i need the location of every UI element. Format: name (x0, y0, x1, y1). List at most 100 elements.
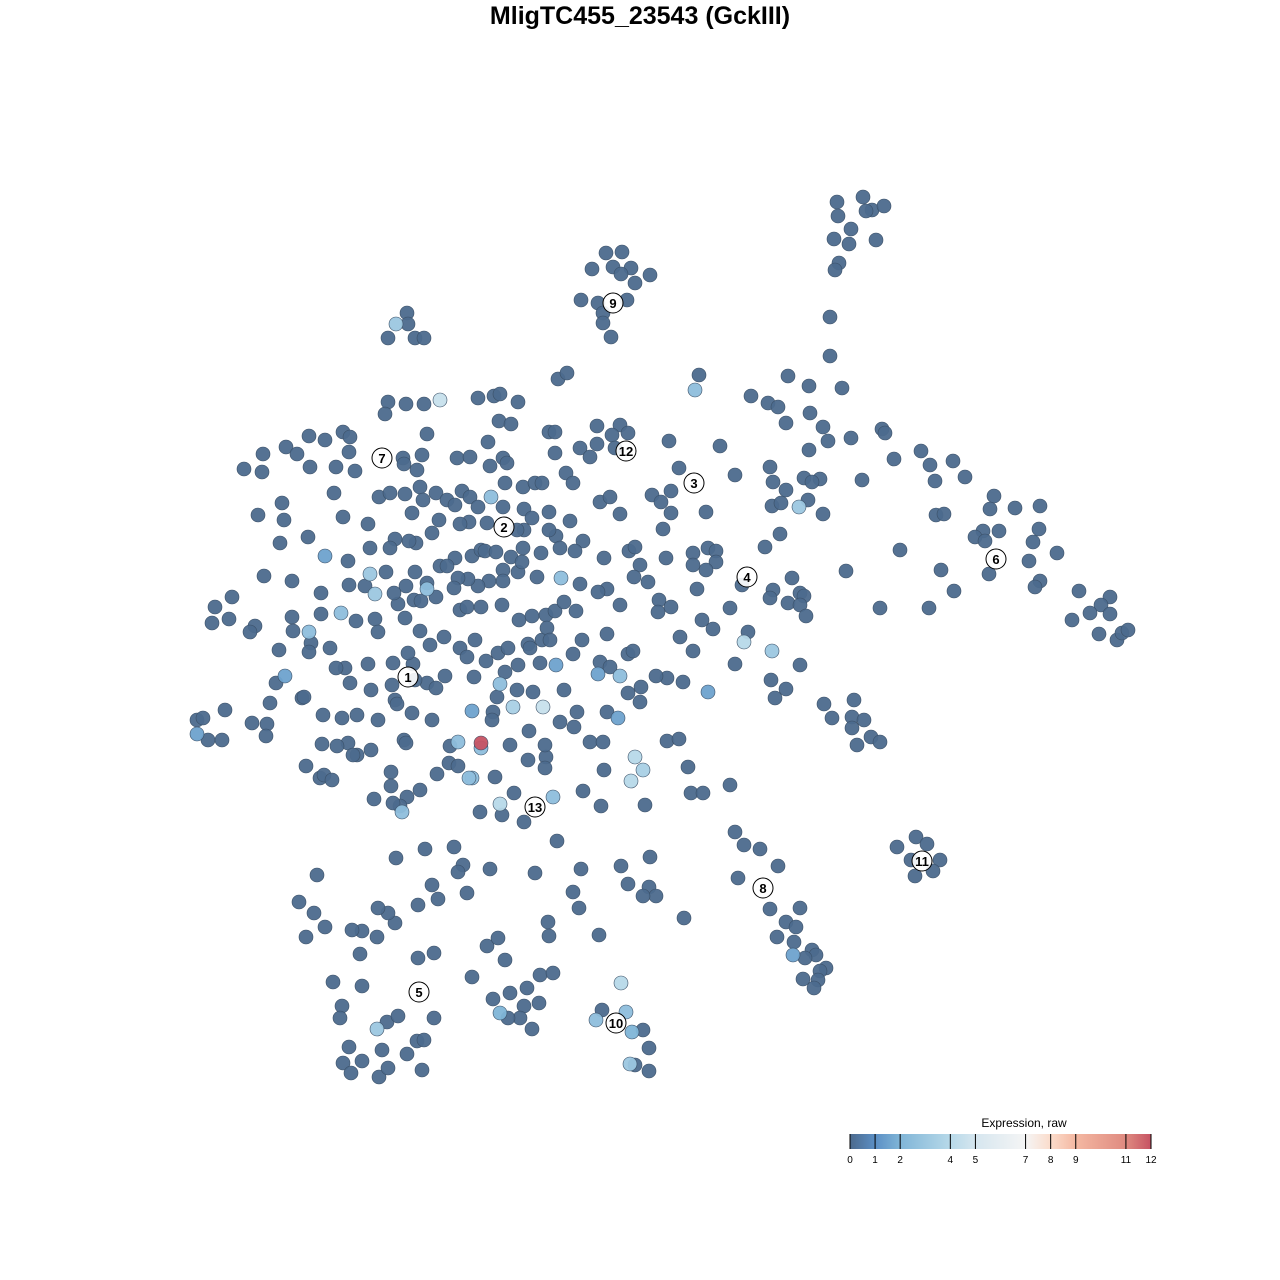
data-point (1082, 605, 1098, 621)
data-point (300, 529, 316, 545)
data-point (414, 1062, 430, 1078)
data-point (535, 699, 551, 715)
data-point (537, 737, 553, 753)
data-point (573, 861, 589, 877)
data-point (449, 450, 465, 466)
data-point (907, 868, 923, 884)
data-point (335, 1055, 351, 1071)
data-point (801, 442, 817, 458)
data-point (424, 877, 440, 893)
data-point (417, 841, 433, 857)
data-point (214, 732, 230, 748)
data-point (641, 1040, 657, 1056)
data-point (599, 626, 615, 642)
data-point (221, 611, 237, 627)
cluster-label-badge (371, 447, 393, 469)
data-point (806, 980, 822, 996)
data-point (354, 1053, 370, 1069)
data-point (623, 773, 639, 789)
data-point (778, 415, 794, 431)
data-point (317, 919, 333, 935)
data-point (1031, 521, 1047, 537)
data-point (488, 544, 504, 560)
data-point (1007, 500, 1023, 516)
data-point (502, 737, 518, 753)
data-point (797, 950, 813, 966)
data-point (1091, 626, 1107, 642)
data-point (596, 762, 612, 778)
data-point (416, 396, 432, 412)
data-point (519, 980, 535, 996)
data-point (398, 396, 414, 412)
data-point (412, 782, 428, 798)
data-point (363, 742, 379, 758)
data-point (436, 629, 452, 645)
data-point (503, 416, 519, 432)
data-point (344, 922, 360, 938)
data-point (574, 632, 590, 648)
data-point (370, 624, 386, 640)
data-point (620, 685, 636, 701)
data-point (936, 506, 952, 522)
data-point (404, 705, 420, 721)
data-point (858, 203, 874, 219)
data-point (366, 791, 382, 807)
data-point (354, 978, 370, 994)
data-point (505, 699, 521, 715)
data-point (242, 624, 258, 640)
cluster-label: 1 (397, 666, 419, 688)
data-point (635, 762, 651, 778)
data-point (470, 578, 486, 594)
data-point (340, 553, 356, 569)
data-point (374, 1042, 390, 1058)
data-point (822, 309, 838, 325)
data-point (362, 540, 378, 556)
data-point (708, 554, 724, 570)
data-point (315, 707, 331, 723)
data-point (360, 516, 376, 532)
data-point (422, 637, 438, 653)
data-point (695, 785, 711, 801)
data-point (480, 434, 496, 450)
data-point (932, 852, 948, 868)
data-point (284, 609, 300, 625)
cluster-label-badge (493, 516, 515, 538)
data-point (256, 568, 272, 584)
data-point (876, 198, 892, 214)
data-point (575, 783, 591, 799)
cluster-label-badge (408, 981, 430, 1003)
data-point (537, 760, 553, 776)
data-point (502, 985, 518, 1001)
data-point (829, 194, 845, 210)
data-point (846, 692, 862, 708)
cluster-label: 5 (408, 981, 430, 1003)
data-point (478, 653, 494, 669)
data-point (552, 714, 568, 730)
data-point (419, 581, 435, 597)
cluster-label-badge (397, 666, 419, 688)
data-point (487, 769, 503, 785)
data-point (317, 548, 333, 564)
cluster-label-badge (615, 440, 637, 462)
data-point (655, 521, 671, 537)
data-point (313, 606, 329, 622)
data-point (525, 684, 541, 700)
data-point (1071, 583, 1087, 599)
data-point (722, 600, 738, 616)
data-point (816, 696, 832, 712)
data-point (342, 675, 358, 691)
data-point (780, 595, 796, 611)
data-point (610, 710, 626, 726)
data-point (255, 446, 271, 462)
data-point (470, 390, 486, 406)
data-point (575, 533, 591, 549)
data-point (843, 221, 859, 237)
data-point (765, 474, 781, 490)
data-point (386, 585, 402, 601)
cluster-label-text: 1 (404, 670, 411, 685)
data-point (736, 634, 752, 650)
data-point (345, 747, 361, 763)
data-point (322, 640, 338, 656)
data-point (414, 447, 430, 463)
